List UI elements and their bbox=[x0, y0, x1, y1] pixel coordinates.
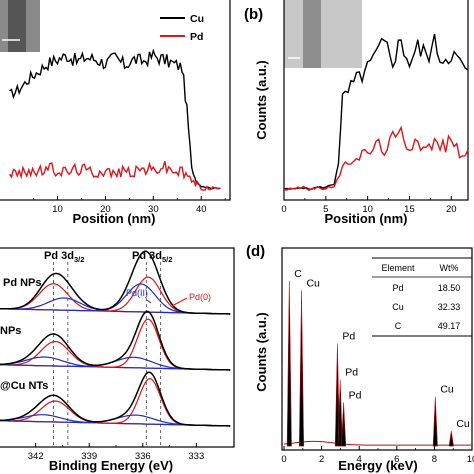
table-cell-wt: 32.33 bbox=[438, 302, 461, 312]
panel-a-frame bbox=[0, 0, 231, 201]
panel-b-ticks: 0 5 10 15 20 bbox=[281, 196, 457, 215]
fit-component-red bbox=[0, 318, 231, 371]
annotation-pd-ii-arrow bbox=[146, 299, 152, 304]
panel-c-x-tick-label: 336 bbox=[135, 451, 151, 462]
panel-b-y-axis-title: Counts (a.u.) bbox=[254, 60, 269, 139]
spectrum-peak bbox=[286, 280, 292, 447]
panel-b: (b) 0 5 10 15 20 Counts (a.u.) Position (nm) bbox=[244, 0, 469, 226]
panel-b-x-tick-label: 20 bbox=[446, 204, 457, 215]
envelope-line bbox=[0, 371, 231, 427]
peak-label: Pd bbox=[342, 331, 355, 343]
annotation-pd-0: Pd(0) bbox=[189, 292, 211, 302]
panel-b-x-tick-label: 10 bbox=[362, 204, 373, 215]
spectrum-peak bbox=[432, 396, 438, 447]
peak-label: Pd bbox=[345, 367, 358, 379]
panel-b-x-tick-label: 0 bbox=[281, 204, 286, 215]
panel-d-x-tick-label: 6 bbox=[394, 454, 399, 465]
panel-d-x-tick-label: 4 bbox=[357, 454, 362, 465]
panel-d-x-axis-title: Energy (keV) bbox=[338, 458, 417, 473]
legend-label-pd: Pd bbox=[190, 31, 203, 43]
panel-a-x-axis-title: Position (nm) bbox=[72, 211, 155, 226]
spectrum-peak bbox=[341, 402, 347, 447]
fit-component-blue bbox=[0, 356, 231, 371]
panel-b-label: (b) bbox=[244, 6, 263, 23]
panel-a-image-nanotube bbox=[8, 0, 26, 52]
fit-component-blue bbox=[0, 356, 231, 371]
panel-d-y-axis-title: Counts (a.u.) bbox=[254, 312, 269, 391]
table-cell-element: Pd bbox=[392, 283, 403, 293]
panel-a: 10 20 30 40 Cu Pd Position (nm) bbox=[0, 0, 231, 226]
panel-a-x-tick-label: 10 bbox=[52, 204, 63, 215]
panel-d-frame bbox=[281, 247, 473, 451]
panel-b-x-tick-label: 15 bbox=[404, 204, 415, 215]
panel-c-x-tick-label: 339 bbox=[81, 451, 97, 462]
composition-table: Element Wt% Pd 18.50 Cu 32.33 C 49.17 bbox=[372, 257, 472, 337]
panel-d-x-tick-label: 8 bbox=[432, 454, 437, 465]
series-line-cu bbox=[9, 48, 221, 190]
background-line bbox=[283, 440, 472, 446]
panel-a-plot-area bbox=[0, 0, 231, 201]
fit-component-blue bbox=[0, 414, 231, 427]
panel-d-ticks: 0 2 4 6 8 10 bbox=[281, 446, 474, 465]
peak-label: Pd bbox=[349, 389, 362, 401]
panel-b-plot-area bbox=[283, 0, 469, 201]
panel-a-x-tick-label: 30 bbox=[148, 204, 159, 215]
panel-c-ticks: 342 339 336 333 bbox=[28, 443, 204, 462]
panel-d-x-tick-label: 0 bbox=[281, 454, 286, 465]
panel-a-ticks: 10 20 30 40 bbox=[33, 196, 226, 215]
panel-d-peak-labels: C Cu Pd Pd Pd Cu Cu bbox=[294, 268, 470, 430]
spectrum-peak bbox=[334, 343, 340, 447]
peak-label: Cu bbox=[456, 418, 470, 430]
panel-c-frame bbox=[0, 247, 235, 448]
sample-label-2: NPs bbox=[0, 325, 21, 337]
legend-label-cu: Cu bbox=[190, 13, 204, 25]
spectrum-peak bbox=[298, 290, 305, 447]
panel-a-legend: Cu Pd bbox=[160, 13, 204, 43]
panel-c-x-axis-title: Binding Energy (eV) bbox=[49, 458, 173, 473]
panel-d-x-tick-label: 2 bbox=[319, 454, 324, 465]
peak-label-pd-3d52: Pd 3d5/2 bbox=[132, 250, 172, 264]
panel-d-plot-area bbox=[281, 247, 473, 451]
panel-d-x-tick-label: 10 bbox=[467, 454, 474, 465]
table-cell-wt: 18.50 bbox=[438, 283, 461, 293]
panel-d: (d) 0 2 4 6 8 10 C Cu Pd Pd Pd Cu Cu Element Wt% Pd… bbox=[246, 243, 474, 473]
table-header-element: Element bbox=[381, 263, 415, 273]
envelope-line bbox=[0, 310, 231, 371]
fit-component-blue bbox=[0, 414, 231, 427]
panel-b-image bbox=[284, 0, 362, 68]
table-cell-wt: 49.17 bbox=[438, 321, 461, 331]
annotation-pd-ii: Pd(II) bbox=[126, 288, 148, 298]
panel-c-x-tick-label: 333 bbox=[188, 451, 204, 462]
peak-label: Cu bbox=[306, 277, 320, 289]
table-header-wt: Wt% bbox=[440, 263, 459, 273]
panel-c-x-tick-label: 342 bbox=[28, 451, 44, 462]
panel-c-plot-area bbox=[0, 247, 235, 448]
series-line-pd bbox=[283, 125, 469, 192]
peak-label: C bbox=[294, 268, 302, 280]
table-cell-element: Cu bbox=[392, 302, 404, 312]
panel-d-label: (d) bbox=[246, 243, 265, 260]
peak-label-pd-3d32: Pd 3d3/2 bbox=[44, 250, 84, 264]
panel-a-x-tick-label: 20 bbox=[100, 204, 111, 215]
envelope-line bbox=[0, 250, 231, 315]
series-line-pd bbox=[9, 161, 221, 191]
panel-b-x-tick-label: 5 bbox=[323, 204, 328, 215]
fit-component-red bbox=[0, 400, 231, 427]
sample-label-3: @Cu NTs bbox=[0, 380, 48, 392]
sample-label-1: Pd NPs bbox=[3, 277, 42, 289]
peak-label: Cu bbox=[440, 384, 454, 396]
panel-a-x-tick-label: 40 bbox=[196, 204, 207, 215]
spectrum-peak bbox=[448, 430, 454, 447]
panel-b-x-axis-title: Position (nm) bbox=[324, 211, 407, 226]
panel-b-image-nanotube bbox=[303, 0, 321, 68]
annotation-pd-0-arrow bbox=[171, 297, 188, 307]
table-cell-element: C bbox=[395, 321, 402, 331]
panel-c: 342 339 336 333 Pd 3d3/2 Pd 3d5/2 Pd(II) Pd… bbox=[0, 247, 235, 473]
series-line-cu bbox=[283, 33, 469, 190]
panel-b-frame bbox=[283, 0, 469, 201]
spectrum-peak bbox=[337, 379, 343, 447]
